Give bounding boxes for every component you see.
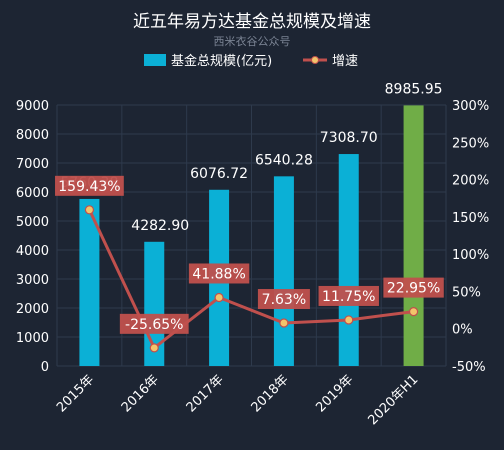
growth-label-box <box>119 313 189 334</box>
growth-value-label: -25.65% <box>125 317 183 333</box>
right-axis-tick-label: 100% <box>452 248 489 263</box>
right-axis-tick-label: 300% <box>452 99 489 114</box>
bar <box>338 154 359 366</box>
bar-value-label: 6076.72 <box>190 166 248 182</box>
growth-point <box>149 343 159 353</box>
left-axis-tick-label: 6000 <box>16 186 49 201</box>
x-axis-tick-label: 2017年 <box>184 372 227 415</box>
x-axis-tick-label: 2019年 <box>313 372 356 415</box>
legend-line-marker <box>311 56 319 64</box>
right-axis-tick-label: -50% <box>452 360 486 375</box>
legend-line-label: 增速 <box>332 54 358 69</box>
growth-point <box>344 315 354 325</box>
legend: 基金总规模(亿元) 增速 <box>144 53 358 69</box>
x-axis-tick-label: 2016年 <box>119 372 162 415</box>
x-axis-tick-label: 2015年 <box>54 372 97 415</box>
bar-value-label: 6540.28 <box>255 152 313 168</box>
left-axis-tick-label: 4000 <box>16 244 49 259</box>
left-axis-tick-label: 9000 <box>16 99 49 114</box>
bar-value-label: 4282.90 <box>131 218 189 234</box>
legend-bar-label: 基金总规模(亿元) <box>171 53 272 69</box>
growth-point <box>279 318 289 328</box>
growth-point <box>214 292 224 303</box>
bar <box>79 198 100 366</box>
growth-label-box <box>188 263 250 284</box>
growth-value-label: 159.43% <box>58 179 120 195</box>
growth-label-box <box>383 277 444 298</box>
right-axis-tick-label: 0% <box>452 323 473 338</box>
chart-subtitle: 西米衣谷公众号 <box>214 34 291 48</box>
growth-value-label: 41.88% <box>192 266 245 282</box>
growth-point <box>84 205 95 215</box>
growth-point <box>408 307 419 317</box>
bar-value-label: 7308.70 <box>320 130 378 146</box>
grid <box>56 104 447 367</box>
right-axis-tick-label: 200% <box>452 174 489 189</box>
right-axis-tick-label: 50% <box>452 285 481 300</box>
bar <box>273 176 294 366</box>
growth-value-label: 22.95% <box>387 281 440 297</box>
left-axis-tick-label: 7000 <box>16 157 49 172</box>
x-axis-tick-label: 2020年H1 <box>365 372 421 428</box>
left-axis-tick-label: 2000 <box>16 302 49 317</box>
bar <box>403 105 424 367</box>
right-axis-tick-label: 150% <box>452 211 489 226</box>
line-value-labels: 159.43% -25.65% 41.88% 7.63% 11.75% 22.95% <box>55 175 444 334</box>
left-axis-tick-label: 3000 <box>16 273 49 288</box>
left-axis-tick-label: 0 <box>41 360 49 375</box>
left-axis-tick-label: 1000 <box>16 331 49 346</box>
left-axis-tick-label: 5000 <box>16 215 49 230</box>
growth-label-box <box>318 285 379 306</box>
bar-value-label: 8985.95 <box>385 81 443 97</box>
x-axis-tick-label: 2018年 <box>249 372 292 415</box>
left-axis: 0 1000 2000 3000 4000 5000 6000 7000 8000 9000 <box>16 99 49 375</box>
growth-value-label: 7.63% <box>262 292 306 308</box>
x-axis: 2015年 2016年 2017年 2018年 2019年 2020年H1 <box>54 372 421 428</box>
growth-value-label: 11.75% <box>322 289 375 305</box>
legend-bar-swatch <box>144 54 166 66</box>
growth-label-box <box>55 175 124 196</box>
right-axis: -50% 0% 50% 100% 150% 200% 250% 300% <box>452 99 489 375</box>
right-axis-tick-label: 250% <box>452 136 489 151</box>
left-axis-tick-label: 8000 <box>16 128 49 143</box>
growth-label-box <box>257 289 310 310</box>
chart-title: 近五年易方达基金总规模及增速 <box>133 12 371 32</box>
